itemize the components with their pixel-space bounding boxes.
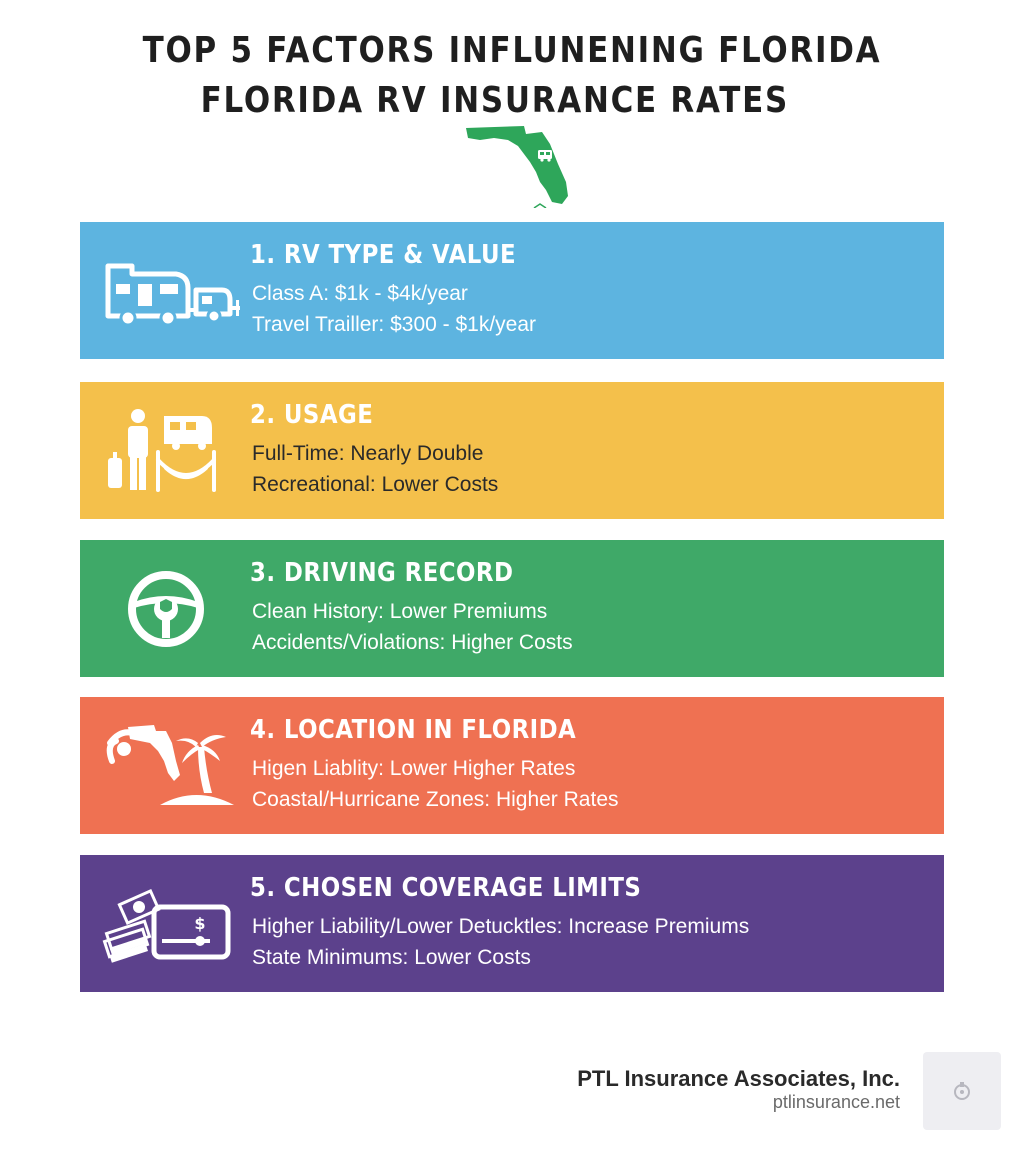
factor-heading: 1. RV TYPE & VALUE [250,240,517,270]
page-title: TOP 5 FACTORS INFLUNENING FLORIDA FLORID… [72,26,953,126]
money-card-icon: $ [102,888,231,963]
title-line-1: TOP 5 FACTORS INFLUNENING FLORIDA [142,30,882,71]
factor-card-coverage-limits: $ 5. CHOSEN COVERAGE LIMITS Higher Liabi… [80,855,944,992]
rv-trailer-icon [105,263,240,327]
traveler-hammock-icon [108,409,216,492]
steering-wheel-shield-icon [128,571,204,647]
company-url[interactable]: ptlinsurance.net [772,1092,900,1112]
factor-line-2: Coastal/Hurricane Zones: Higher Rates [252,788,619,811]
factor-line-2: Recreational: Lower Costs [252,473,499,496]
factor-line-2: State Minimums: Lower Costs [252,946,531,969]
svg-text:$: $ [194,914,205,933]
factor-line-1: Clean History: Lower Premiums [252,600,548,623]
recaptcha-badge[interactable] [923,1052,1001,1130]
factor-card-usage: 2. USAGE Full-Time: Nearly Double Recrea… [80,382,944,519]
factor-heading: 4. LOCATION IN FLORIDA [250,715,577,745]
hurricane-palm-icon [106,725,234,805]
factor-line-1: Full-Time: Nearly Double [252,442,484,465]
factor-line-1: Higher Liability/Lower Detucktles: Incre… [252,915,750,938]
title-line-2: FLORIDA RV INSURANCE RATES [200,80,789,121]
factor-line-2: Travel Trailler: $300 - $1k/year [252,313,537,336]
factor-heading: 2. USAGE [250,400,374,430]
factor-line-1: Higen Liablity: Lower Higher Rates [252,757,576,780]
recaptcha-icon [954,1082,970,1100]
factor-heading: 3. DRIVING RECORD [250,558,514,588]
factor-line-2: Accidents/Violations: Higher Costs [252,631,573,654]
factor-card-rv-type: 1. RV TYPE & VALUE Class A: $1k - $4k/ye… [80,222,944,359]
factor-heading: 5. CHOSEN COVERAGE LIMITS [250,873,642,903]
factor-card-location: 4. LOCATION IN FLORIDA Higen Liablity: L… [80,697,944,834]
florida-map-icon [466,126,568,208]
company-name: PTL Insurance Associates, Inc. [577,1066,900,1091]
factor-line-1: Class A: $1k - $4k/year [252,282,468,305]
factor-card-driving-record: 3. DRIVING RECORD Clean History: Lower P… [80,540,944,677]
